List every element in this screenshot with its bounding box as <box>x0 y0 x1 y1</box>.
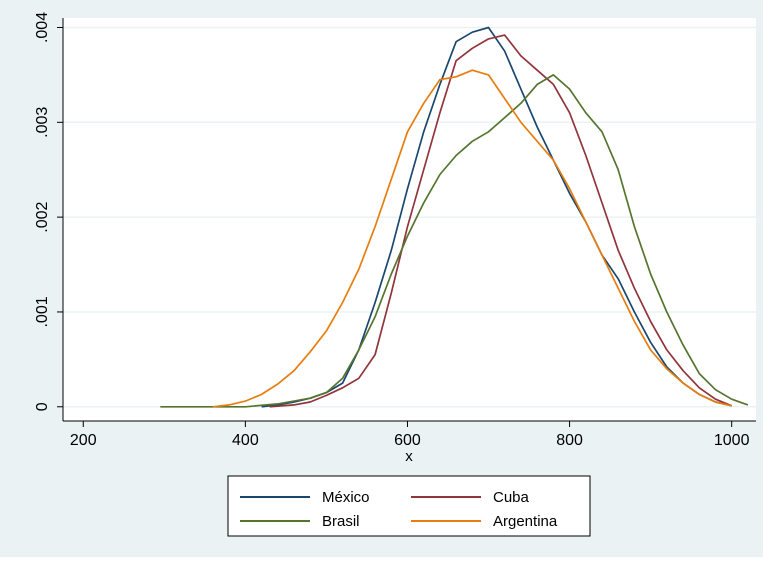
legend-label: México <box>322 489 370 506</box>
series-lines <box>160 26 749 408</box>
series-line <box>269 34 733 408</box>
y-tick-label: .003 <box>34 107 51 138</box>
x-tick-label: 800 <box>556 432 583 449</box>
x-tick-label: 1000 <box>714 432 750 449</box>
x-tick-label: 600 <box>394 432 421 449</box>
x-axis-title: x <box>405 448 413 465</box>
legend-box <box>227 475 591 537</box>
legend-label: Cuba <box>493 489 530 506</box>
ticks: 0 .001 .002 .003 .004 200 400 600 800 1000 <box>34 12 750 449</box>
x-tick-label: 400 <box>232 432 259 449</box>
y-tick-label: .001 <box>34 296 51 327</box>
series-line <box>212 69 732 408</box>
y-tick-label: .004 <box>34 12 51 43</box>
series-line <box>261 26 732 408</box>
x-tick-label: 200 <box>70 432 97 449</box>
y-tick-label: 0 <box>34 402 51 411</box>
legend-label: Argentina <box>493 513 558 530</box>
legend-label: Brasil <box>322 513 360 530</box>
axes <box>62 18 756 422</box>
legend: México Cuba Brasil Argentina <box>227 475 591 537</box>
y-tick-label: .002 <box>34 201 51 232</box>
series-line <box>160 74 749 408</box>
legend-items: México Cuba Brasil Argentina <box>240 489 558 530</box>
